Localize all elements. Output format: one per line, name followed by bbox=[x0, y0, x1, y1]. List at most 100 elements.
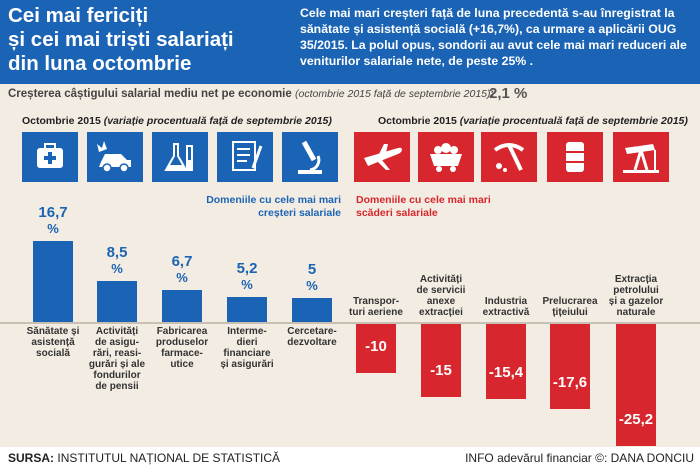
legend-up-line: Domeniile cu cele mai mari bbox=[206, 194, 341, 206]
data-label: -10% bbox=[346, 337, 406, 371]
data-label: -15,4% bbox=[476, 364, 536, 397]
category-label: Cercetare-dezvoltare bbox=[280, 326, 344, 348]
data-label-value: 8,5 bbox=[106, 243, 128, 261]
average-growth: Creșterea câștigului salarial mediu net … bbox=[0, 84, 700, 104]
legend-decreases: Domeniile cu cele mai mari scăderi salar… bbox=[356, 194, 496, 220]
average-growth-label: Creșterea câștigului salarial mediu net … bbox=[8, 88, 494, 100]
data-label-value: -10 bbox=[365, 337, 387, 355]
legend-up-line: creșteri salariale bbox=[258, 207, 341, 219]
oil-barrel-icon bbox=[547, 132, 603, 182]
category-label-line: Sănătate și bbox=[26, 326, 80, 337]
category-label-line: Activități bbox=[419, 274, 463, 285]
source: SURSA: INSTITUTUL NAȚIONAL DE STATISTICĂ bbox=[8, 451, 280, 465]
average-growth-value: 2,1 % bbox=[489, 85, 528, 102]
growth-colon: : bbox=[490, 88, 495, 100]
page-title: Cei mai fericiți și cei mai triști salar… bbox=[8, 4, 288, 76]
right-section-subtitle: (variație procentuală față de septembrie… bbox=[459, 115, 688, 127]
category-label-line: de asigu- bbox=[95, 337, 139, 348]
category-label-line: Cercetare- bbox=[287, 326, 337, 337]
category-label-line: gurări și ale bbox=[88, 359, 146, 370]
bar bbox=[33, 241, 73, 322]
source-text: INSTITUTUL NAȚIONAL DE STATISTICĂ bbox=[57, 451, 281, 465]
right-section-heading: Octombrie 2015 bbox=[378, 115, 457, 127]
category-label-line: naturale bbox=[616, 307, 656, 318]
data-label-value: 5 bbox=[307, 260, 317, 278]
category-label-line: asistență bbox=[31, 337, 75, 348]
growth-label-text: Creșterea câștigului salarial mediu net … bbox=[8, 88, 292, 100]
data-label: -17,6% bbox=[540, 375, 600, 407]
category-label-line: turi aeriene bbox=[349, 307, 403, 318]
category-label-line: Interme- bbox=[227, 326, 267, 337]
bar bbox=[486, 324, 526, 399]
source-label: SURSA: bbox=[8, 451, 55, 465]
category-label: Transpor-turi aeriene bbox=[344, 296, 408, 318]
data-label: 16,7% bbox=[23, 205, 83, 237]
category-label-line: utice bbox=[170, 359, 194, 370]
title-line: Cei mai fericiți bbox=[8, 4, 149, 27]
data-label: 5% bbox=[282, 260, 342, 294]
bar bbox=[162, 289, 202, 322]
category-label-line: de pensii bbox=[95, 381, 139, 392]
data-label-unit: % bbox=[306, 277, 318, 293]
bar bbox=[97, 280, 137, 322]
data-label-unit: % bbox=[370, 354, 382, 370]
data-label-unit: % bbox=[435, 378, 447, 394]
category-label-line: produselor bbox=[155, 337, 209, 348]
category-label-line: petrolului bbox=[613, 285, 659, 296]
zero-axis bbox=[0, 322, 700, 324]
credits: INFO adevărul financiar ©: DANA DONCIU bbox=[465, 451, 694, 465]
first-aid-kit-icon bbox=[22, 132, 78, 182]
bar bbox=[227, 296, 267, 322]
title-line: din luna octombrie bbox=[8, 52, 192, 75]
category-label: Fabricarea produselor farmace-utice bbox=[150, 326, 214, 370]
category-label-line: și asigurări bbox=[220, 359, 274, 370]
growth-period: (octombrie 2015 față de septembrie 2015) bbox=[294, 88, 491, 100]
category-label-line: fondurilor bbox=[93, 370, 141, 381]
legend-down-line: scăderi salariale bbox=[356, 207, 438, 219]
category-label: Activități de asigu-rări, reasi-gurări și… bbox=[85, 326, 149, 392]
category-label-line: extracției bbox=[419, 307, 463, 318]
data-label-unit: % bbox=[630, 428, 642, 444]
category-label-line: anexe bbox=[426, 296, 456, 307]
bar bbox=[292, 297, 332, 322]
document-pen-icon bbox=[217, 132, 273, 182]
car-crash-icon bbox=[87, 132, 143, 182]
data-label-unit: % bbox=[564, 391, 576, 407]
category-label: Industria extractivă bbox=[474, 296, 538, 318]
category-label: Extracția petrolului și a gazelor naturale bbox=[604, 274, 668, 318]
title-line: și cei mai triști salariați bbox=[8, 28, 234, 51]
airplane-icon bbox=[354, 132, 410, 182]
category-label-line: Prelucrarea bbox=[542, 296, 598, 307]
data-label-unit: % bbox=[176, 269, 188, 285]
category-label-line: financiare bbox=[223, 348, 271, 359]
right-section-title: Octombrie 2015 (variație procentuală faț… bbox=[378, 115, 688, 127]
bar bbox=[550, 324, 590, 410]
data-label-value: -17,6 bbox=[552, 374, 588, 392]
left-section-subtitle: (variație procentuală față de septembrie… bbox=[103, 115, 332, 127]
legend-down-line: Domeniile cu cele mai mari bbox=[356, 194, 491, 206]
data-label-value: -25,2 bbox=[618, 411, 654, 429]
bar bbox=[421, 324, 461, 397]
category-label-line: dieri bbox=[236, 337, 258, 348]
data-label-value: 5,2 bbox=[236, 259, 258, 277]
pickaxe-icon bbox=[481, 132, 537, 182]
data-label-unit: % bbox=[500, 380, 512, 396]
category-label-line: Transpor- bbox=[352, 296, 400, 307]
data-label-value: 6,7 bbox=[171, 252, 193, 270]
data-label-unit: % bbox=[241, 276, 253, 292]
data-label: -15% bbox=[411, 362, 471, 395]
bar bbox=[356, 324, 396, 373]
oil-pump-icon bbox=[613, 132, 669, 182]
data-label-unit: % bbox=[111, 260, 123, 276]
category-label-line: dezvoltare bbox=[287, 337, 337, 348]
microscope-icon bbox=[282, 132, 338, 182]
data-label: 6,7% bbox=[152, 252, 212, 286]
category-label-line: Activități bbox=[95, 326, 139, 337]
category-label-line: Fabricarea bbox=[156, 326, 208, 337]
category-label-line: farmace- bbox=[161, 348, 203, 359]
flask-icon bbox=[152, 132, 208, 182]
category-label-line: extractivă bbox=[482, 307, 530, 318]
left-section-heading: Octombrie 2015 bbox=[22, 115, 101, 127]
footer: SURSA: INSTITUTUL NAȚIONAL DE STATISTICĂ… bbox=[0, 447, 700, 469]
category-label-line: de servicii bbox=[416, 285, 466, 296]
